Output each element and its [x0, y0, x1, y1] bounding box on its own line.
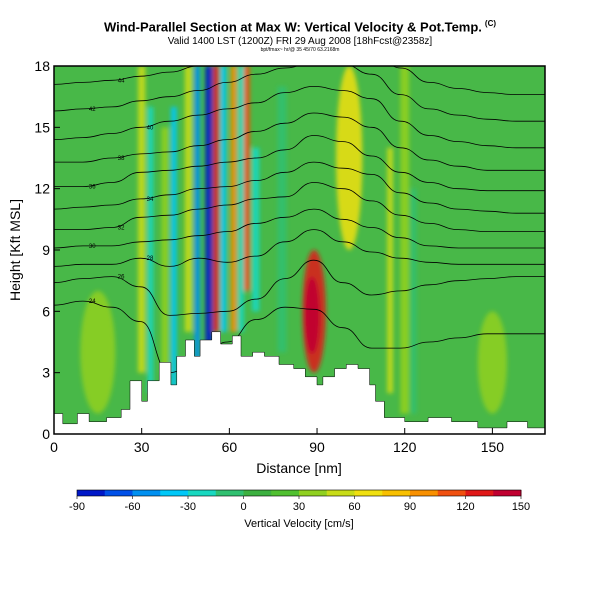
x-tick-label: 0	[50, 439, 58, 455]
y-tick-label: 3	[42, 365, 50, 381]
colorbar-tick-label: 0	[240, 501, 246, 513]
velocity-feature-core-14	[304, 277, 320, 354]
colorbar-swatch	[354, 490, 383, 496]
colorbar-swatch	[215, 490, 244, 496]
colorbar-tick-label: 120	[456, 501, 474, 513]
theta-contour-label: 34	[147, 197, 154, 203]
y-axis-label: Height [Kft MSL]	[7, 199, 23, 301]
chart-title: Wind-Parallel Section at Max W: Vertical…	[0, 19, 600, 34]
colorbar-swatch	[437, 490, 466, 496]
theta-contour-label: 38	[118, 156, 125, 162]
velocity-feature-3	[170, 106, 177, 394]
theta-contour-42	[54, 66, 545, 122]
theta-contour-label: 26	[118, 275, 125, 281]
colorbar-swatch	[132, 490, 161, 496]
velocity-feature-8	[220, 66, 227, 332]
chart-subtitle: Valid 1400 LST (1200Z) FRI 29 Aug 2008 […	[167, 36, 433, 47]
colorbar-tick-label: -60	[125, 501, 141, 513]
colorbar-label: Vertical Velocity [cm/s]	[244, 518, 353, 530]
theta-contour-38	[54, 112, 545, 171]
velocity-feature-2	[161, 127, 169, 373]
x-tick-label: 150	[481, 439, 505, 455]
colorbar-swatch	[326, 490, 355, 496]
velocity-feature-18	[410, 188, 417, 414]
chart-title-mark: (C)	[484, 19, 497, 28]
colorbar-swatch	[299, 490, 328, 496]
potential-temperature-contours: 24 26 28 30 32 34 36 38 40 42 44	[54, 66, 545, 374]
colorbar-tick-label: -90	[69, 501, 85, 513]
theta-contour-label: 24	[89, 299, 96, 305]
colorbar-tick-label: 150	[512, 501, 530, 513]
velocity-feature-19	[477, 311, 508, 414]
velocity-feature-5	[194, 66, 201, 373]
colorbar-swatch	[382, 490, 411, 496]
y-tick-label: 6	[42, 303, 50, 319]
colorbar: -90 -60 -30 0 30 60 90 120 150	[69, 489, 530, 513]
velocity-feature-4	[184, 66, 193, 332]
velocity-feature-11	[243, 66, 250, 291]
theta-contour-32	[54, 182, 545, 233]
theta-contour-30	[54, 208, 545, 249]
x-axis-label: Distance [nm]	[256, 460, 342, 476]
x-tick-label: 120	[393, 439, 417, 455]
theta-contour-28	[54, 229, 545, 267]
velocity-feature-9	[230, 66, 237, 332]
colorbar-tick-label: 60	[348, 501, 360, 513]
colorbar-swatch	[465, 490, 494, 496]
velocity-feature-17	[400, 66, 410, 414]
theta-contour-26	[54, 259, 545, 316]
colorbar-tick-label: -30	[180, 501, 196, 513]
velocity-feature-13	[277, 86, 287, 353]
theta-contour-34	[54, 161, 545, 214]
colorbar-swatch	[160, 490, 189, 496]
terrain-mask	[54, 331, 545, 434]
colorbar-swatch	[493, 490, 522, 496]
chart-title-text: Wind-Parallel Section at Max W: Vertical…	[103, 19, 482, 35]
x-tick-label: 60	[222, 439, 238, 455]
colorbar-swatch	[104, 490, 133, 496]
velocity-feature-6	[205, 66, 213, 353]
theta-contour-label: 28	[147, 256, 154, 262]
theta-contour-label: 40	[147, 125, 154, 131]
velocity-feature-12	[252, 147, 260, 312]
colorbar-swatch	[271, 490, 300, 496]
y-tick-label: 15	[34, 119, 50, 135]
velocity-feature-16	[387, 147, 394, 394]
velocity-feature-10	[238, 66, 244, 332]
velocity-feature-0	[138, 66, 146, 373]
colorbar-swatch	[243, 490, 272, 496]
theta-contour-label: 42	[89, 107, 96, 113]
colorbar-swatch	[77, 490, 106, 496]
y-tick-label: 12	[34, 181, 50, 197]
colorbar-swatch	[410, 490, 439, 496]
theta-contour-label: 32	[118, 226, 125, 232]
theta-contour-40	[54, 85, 545, 149]
x-tick-label: 30	[134, 439, 150, 455]
velocity-feature-15	[336, 66, 363, 250]
theta-contour-44	[54, 66, 545, 95]
y-tick-label: 9	[42, 242, 50, 258]
y-tick-label: 18	[34, 58, 50, 74]
y-tick-label: 0	[42, 426, 50, 442]
theta-contour-24	[54, 300, 545, 374]
velocity-feature-7	[213, 66, 220, 332]
theta-contour-label: 36	[89, 185, 96, 191]
theta-contour-36	[54, 135, 545, 192]
velocity-feature-20	[80, 290, 116, 414]
colorbar-tick-label: 90	[404, 501, 416, 513]
colorbar-tick-label: 30	[293, 501, 305, 513]
chart-subtitle-2: bpt/fmax~ hr/@ 35 45/70 63.2168m	[260, 47, 340, 53]
theta-contour-label: 44	[118, 78, 125, 84]
colorbar-swatch	[188, 490, 217, 496]
theta-contour-label: 30	[89, 244, 96, 250]
velocity-feature-1	[147, 106, 154, 394]
x-tick-label: 90	[309, 439, 325, 455]
